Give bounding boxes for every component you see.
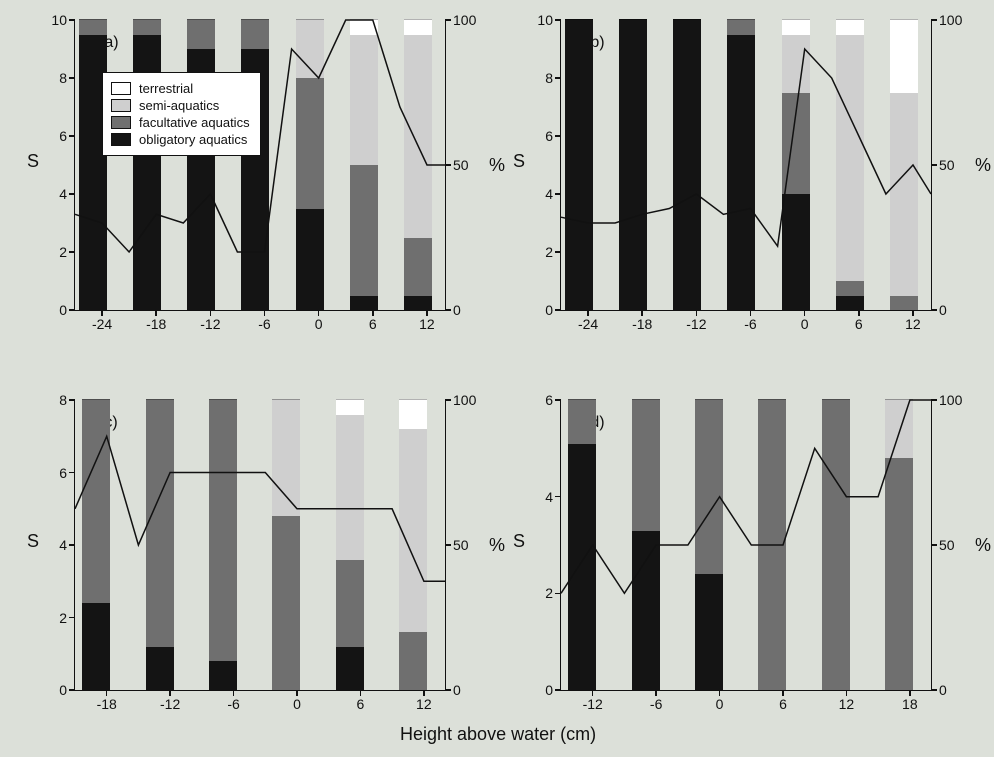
legend-swatch [111, 82, 131, 95]
legend-swatch [111, 99, 131, 112]
y-left-label: S [27, 531, 39, 552]
line-series [75, 400, 445, 690]
line-series [561, 20, 931, 310]
line-series [561, 400, 931, 690]
legend-label: semi-aquatics [139, 98, 219, 113]
plot-area: (c)02468050100-18-12-60612S% [74, 400, 446, 691]
panel-c: (c)02468050100-18-12-60612S% [74, 400, 514, 750]
figure: (a)0246810050100-24-18-12-60612S% (b)024… [0, 0, 994, 757]
legend-swatch [111, 116, 131, 129]
line-series [75, 20, 445, 310]
legend-item: semi-aquatics [111, 98, 250, 113]
y-right-label: % [975, 535, 991, 556]
y-left-label: S [513, 151, 525, 172]
legend-item: facultative aquatics [111, 115, 250, 130]
plot-area: (b)0246810050100-24-18-12-60612S% [560, 20, 932, 311]
plot-area: (d)0246050100-12-6061218S% [560, 400, 932, 691]
panel-b: (b)0246810050100-24-18-12-60612S% [560, 20, 994, 370]
legend-label: obligatory aquatics [139, 132, 247, 147]
y-right-label: % [489, 155, 505, 176]
legend-item: obligatory aquatics [111, 132, 250, 147]
legend-label: terrestrial [139, 81, 193, 96]
legend: terrestrial semi-aquatics facultative aqua… [102, 72, 261, 156]
x-axis-label: Height above water (cm) [400, 724, 596, 745]
y-left-label: S [513, 531, 525, 552]
plot-area: (a)0246810050100-24-18-12-60612S% [74, 20, 446, 311]
legend-label: facultative aquatics [139, 115, 250, 130]
legend-item: terrestrial [111, 81, 250, 96]
y-right-label: % [975, 155, 991, 176]
legend-swatch [111, 133, 131, 146]
panel-d: (d)0246050100-12-6061218S% [560, 400, 994, 750]
y-left-label: S [27, 151, 39, 172]
y-right-label: % [489, 535, 505, 556]
